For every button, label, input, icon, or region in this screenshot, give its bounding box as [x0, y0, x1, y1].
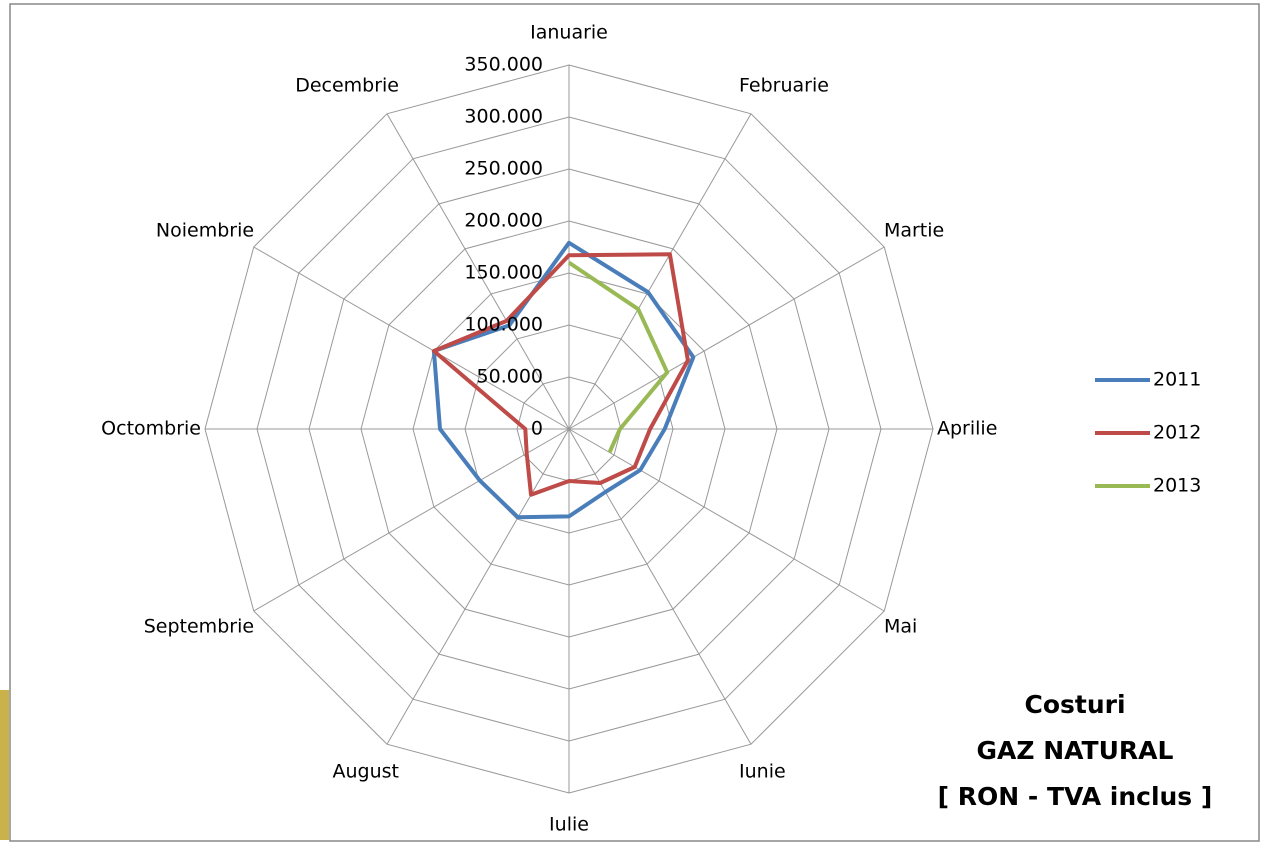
- chart-title: [ RON - TVA inclus ]: [938, 782, 1213, 811]
- category-label: Septembrie: [144, 616, 254, 638]
- grid-ring: [360, 220, 778, 638]
- category-label: Decembrie: [295, 75, 399, 97]
- chart-title: Costuri: [1024, 690, 1125, 719]
- y-tick-label: 300.000: [464, 106, 543, 128]
- grid-ring: [256, 116, 882, 742]
- category-label: Octombrie: [101, 418, 201, 440]
- category-label: Mai: [884, 616, 917, 638]
- labels: 0 50.000 100.000 150.000 200.000 250.000 300.0…: [101, 22, 1212, 836]
- spoke: [386, 113, 570, 430]
- spoke: [568, 428, 885, 612]
- y-tick-label: 50.000: [477, 366, 543, 388]
- category-label: Ianuarie: [530, 22, 608, 44]
- spoke: [568, 246, 885, 430]
- category-label: Noiembrie: [156, 220, 254, 242]
- spoke: [568, 113, 752, 430]
- plot: [431, 240, 696, 520]
- series-line: [567, 260, 670, 454]
- category-label: Februarie: [739, 75, 829, 97]
- y-tick-label: 150.000: [464, 262, 543, 284]
- chart-frame: [9, 3, 1260, 842]
- legend-label: 2011: [1153, 369, 1201, 391]
- grid: [204, 64, 934, 794]
- category-label: August: [333, 760, 400, 782]
- grid-ring: [308, 168, 830, 690]
- series-line: [431, 252, 690, 497]
- y-tick-label: 0: [531, 418, 543, 440]
- y-tick-label: 100.000: [464, 314, 543, 336]
- y-tick-label: 350.000: [464, 54, 543, 76]
- legend-label: 2012: [1153, 422, 1201, 444]
- chart-title: GAZ NATURAL: [977, 736, 1174, 765]
- spoke: [386, 428, 570, 745]
- category-label: Iunie: [739, 760, 786, 782]
- legend-label: 2013: [1153, 475, 1201, 497]
- y-tick-label: 200.000: [464, 210, 543, 232]
- grid-ring: [204, 64, 934, 794]
- spoke: [253, 428, 570, 612]
- background-fragment: [0, 690, 9, 840]
- category-label: Martie: [884, 220, 944, 242]
- grid-ring: [464, 324, 674, 534]
- category-label: Aprilie: [937, 418, 997, 440]
- y-tick-label: 250.000: [464, 158, 543, 180]
- category-label: Iulie: [549, 814, 589, 836]
- spoke: [253, 246, 570, 430]
